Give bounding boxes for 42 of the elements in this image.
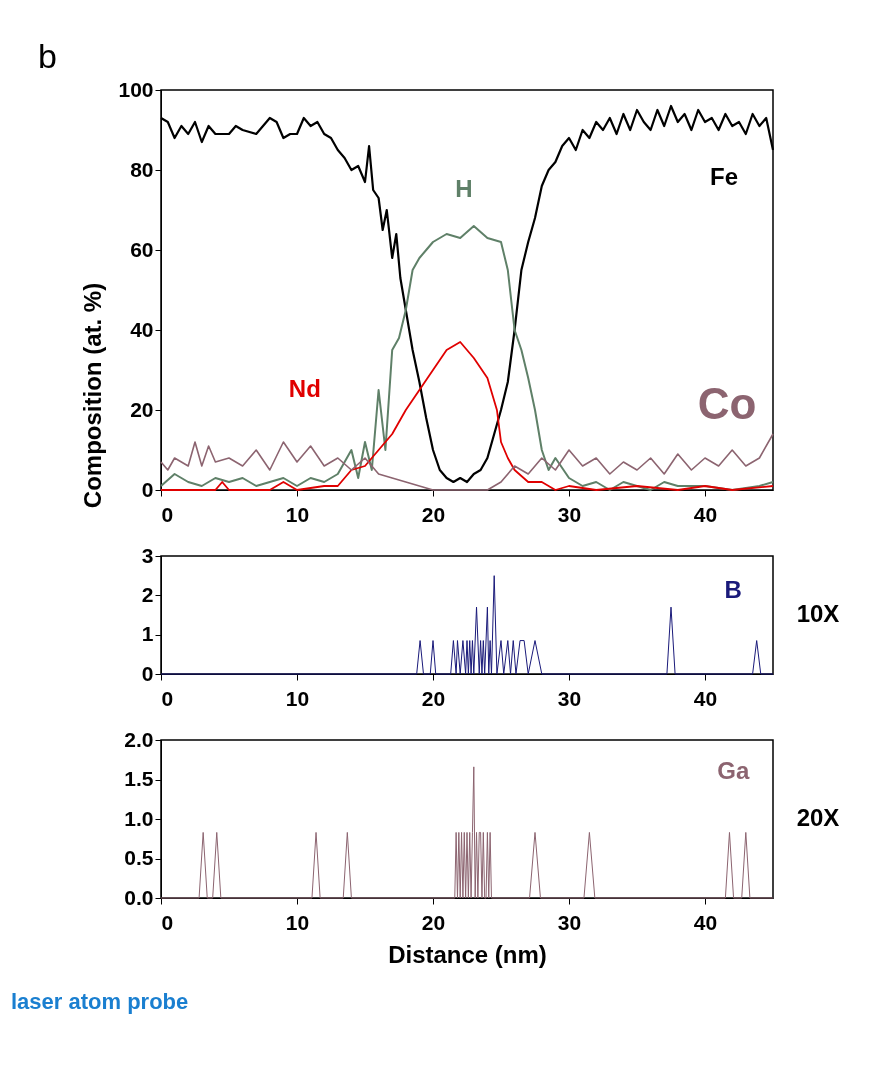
y-tick-label: 20 (130, 397, 154, 421)
y-tick-label: 0.5 (124, 846, 154, 869)
series-label: Co (697, 379, 757, 428)
text: Nd (288, 375, 321, 402)
y-axis-title: Composition (at. %) (79, 282, 107, 509)
x-tick-label: 30 (557, 502, 582, 526)
series-label: H (455, 175, 473, 202)
x-tick-label: 30 (557, 910, 582, 934)
x-tick-label: 20 (421, 910, 446, 934)
text: b (38, 37, 57, 75)
y-tick-label: 1.0 (124, 806, 154, 830)
x-tick-label: 0 (161, 910, 174, 934)
y-tick-label: 2 (141, 582, 154, 606)
y-tick-label: 60 (130, 237, 154, 261)
x-tick-label: 40 (693, 910, 718, 934)
series-label: B (724, 576, 742, 604)
y-tick-label: 3 (141, 543, 154, 567)
y-tick-label: 1 (141, 622, 154, 646)
x-axis-title: Distance (nm) (388, 940, 547, 968)
x-tick-label: 40 (693, 502, 718, 526)
x-tick-label: 0 (161, 686, 174, 710)
text: Ga (717, 756, 750, 784)
x-tick-label: 40 (693, 686, 718, 710)
text: 20X (796, 804, 840, 831)
y-tick-label: 2.0 (124, 727, 154, 751)
x-tick-label: 10 (285, 686, 310, 710)
x-tick-label: 20 (421, 502, 446, 526)
y-tick-label: 80 (130, 157, 154, 181)
y-tick-label: 1.5 (124, 767, 154, 790)
y-tick-label: 0.0 (124, 885, 154, 909)
text: laser atom probe (11, 989, 189, 1014)
y-tick-label: 0 (141, 477, 154, 501)
x-tick-label: 10 (285, 910, 310, 934)
x-tick-label: 0 (161, 502, 174, 526)
y-tick-label: 0 (141, 661, 154, 685)
x-tick-label: 30 (557, 686, 582, 710)
y-tick-label: 40 (130, 317, 154, 341)
y-tick-label: 100 (118, 77, 154, 101)
x-tick-label: 20 (421, 686, 446, 710)
series-label: Fe (710, 163, 739, 190)
text: 10X (796, 600, 840, 627)
x-tick-label: 10 (285, 502, 310, 526)
